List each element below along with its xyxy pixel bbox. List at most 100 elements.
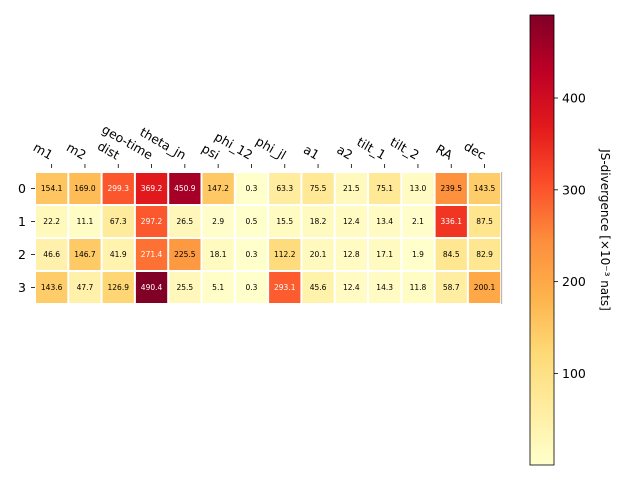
heatmap-cells — [36, 172, 503, 304]
heatmap-cell — [402, 173, 434, 204]
heatmap-cell — [169, 239, 201, 270]
cell-value-label: 13.0 — [410, 184, 427, 193]
cell-value-label: 2.9 — [212, 217, 224, 226]
heatmap-cell — [69, 272, 101, 303]
cell-value-label: 0.5 — [245, 217, 257, 226]
cell-value-label: 0.3 — [245, 283, 257, 292]
cell-value-label: 1.9 — [412, 250, 424, 259]
cell-value-label: 154.1 — [41, 184, 63, 193]
cell-value-label: 87.5 — [476, 217, 493, 226]
y-tick-label: 3 — [18, 280, 26, 295]
y-axis-ticks: 0 1 2 3 — [18, 181, 35, 295]
cell-value-label: 225.5 — [174, 250, 196, 259]
heatmap-cell — [468, 206, 501, 237]
heatmap-cell — [435, 272, 467, 303]
cell-value-label: 297.2 — [141, 217, 163, 226]
heatmap-cell — [468, 173, 501, 204]
heatmap-cell — [202, 239, 234, 270]
heatmap-cell — [402, 272, 434, 303]
cell-value-label: 147.2 — [207, 184, 229, 193]
cell-value-label: 18.1 — [210, 250, 227, 259]
cell-value-label: 12.4 — [343, 217, 360, 226]
cell-value-label: 143.5 — [474, 184, 496, 193]
colorbar-tick-label: 300 — [562, 182, 586, 197]
heatmap-cell — [36, 173, 68, 204]
cell-value-label: 336.1 — [441, 217, 463, 226]
x-tick-label: RA — [433, 141, 455, 163]
heatmap-cell — [369, 239, 401, 270]
cell-value-label: 26.5 — [176, 217, 193, 226]
heatmap-cell — [269, 272, 301, 303]
heatmap-cell — [435, 239, 467, 270]
heatmap-cell — [102, 173, 134, 204]
heatmap-cell — [235, 206, 268, 237]
cell-value-label: 2.1 — [412, 217, 424, 226]
cell-value-label: 82.9 — [476, 250, 493, 259]
heatmap-cell — [269, 173, 301, 204]
heatmap-cell — [369, 272, 401, 303]
cell-value-labels: 154.1 169.0 299.3 369.2 450.9 147.2 0.3 63.3 75.… — [41, 184, 496, 292]
cell-value-label: 0.3 — [245, 184, 257, 193]
heatmap-cell — [36, 206, 68, 237]
cell-value-label: 0.3 — [245, 250, 257, 259]
cell-value-label: 41.9 — [110, 250, 127, 259]
heatmap-cell — [169, 173, 201, 204]
cell-value-label: 15.5 — [276, 217, 293, 226]
cell-value-label: 12.8 — [343, 250, 360, 259]
heatmap-cell — [302, 272, 334, 303]
heatmap-cell — [102, 239, 134, 270]
y-tick-label: 1 — [18, 214, 26, 229]
colorbar: 100 200 300 400 — [529, 14, 586, 466]
colorbar-gradient — [529, 14, 555, 466]
heatmap-cell — [435, 206, 467, 237]
cell-value-label: 84.5 — [443, 250, 460, 259]
x-tick-label: dec — [462, 138, 489, 162]
heatmap-cell — [269, 206, 301, 237]
cell-value-label: 450.9 — [174, 184, 196, 193]
x-tick-label: phi_12 — [212, 129, 255, 163]
cell-value-label: 369.2 — [141, 184, 163, 193]
cell-value-label: 271.4 — [141, 250, 163, 259]
cell-value-label: 58.7 — [443, 283, 460, 292]
heatmap-cell — [335, 206, 367, 237]
cell-value-label: 46.6 — [43, 250, 60, 259]
heatmap-cell — [369, 173, 401, 204]
cell-value-label: 200.1 — [474, 283, 496, 292]
heatmap-cell — [369, 206, 401, 237]
x-tick-label: a2 — [334, 142, 355, 163]
heatmap-cell — [102, 206, 134, 237]
cell-value-label: 14.3 — [376, 283, 393, 292]
x-tick-label: m2 — [64, 140, 89, 163]
heatmap-cell — [202, 272, 234, 303]
cell-value-label: 143.6 — [41, 283, 63, 292]
x-tick-label: a1 — [301, 142, 322, 163]
heatmap-cell — [402, 239, 434, 270]
heatmap-cell — [169, 206, 201, 237]
heatmap-cell — [69, 239, 101, 270]
y-tick-label: 0 — [18, 181, 26, 196]
heatmap-cell — [468, 239, 501, 270]
heatmap-cell — [135, 239, 168, 270]
cell-value-label: 63.3 — [276, 184, 293, 193]
heatmap-cell — [468, 272, 501, 303]
cell-value-label: 17.1 — [376, 250, 393, 259]
cell-value-label: 75.5 — [310, 184, 327, 193]
cell-value-label: 20.1 — [310, 250, 327, 259]
heatmap-cell — [335, 239, 367, 270]
cell-value-label: 18.2 — [310, 217, 327, 226]
heatmap-cell — [269, 239, 301, 270]
heatmap-cell — [235, 272, 268, 303]
heatmap-cell — [235, 239, 268, 270]
cell-value-label: 293.1 — [274, 283, 296, 292]
heatmap-cell — [335, 173, 367, 204]
cell-value-label: 112.2 — [274, 250, 296, 259]
heatmap-cell — [202, 173, 234, 204]
colorbar-tick-label: 400 — [562, 91, 586, 106]
cell-value-label: 11.8 — [410, 283, 427, 292]
cell-value-label: 67.3 — [110, 217, 127, 226]
heatmap-cell — [36, 272, 68, 303]
cell-value-label: 75.1 — [376, 184, 393, 193]
heatmap-cell — [302, 173, 334, 204]
heatmap-cell — [302, 206, 334, 237]
